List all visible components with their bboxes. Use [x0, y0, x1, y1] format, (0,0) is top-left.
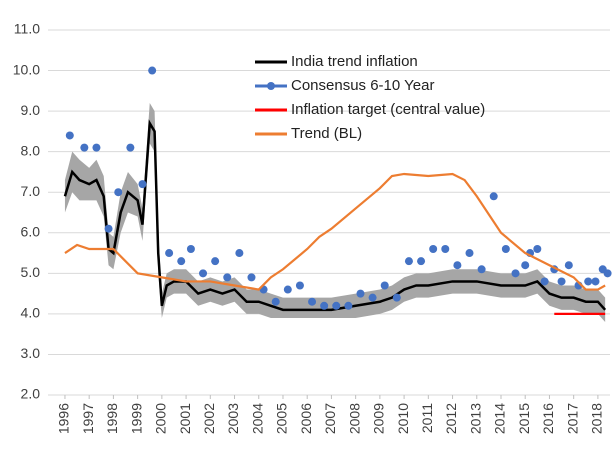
data-point	[199, 269, 208, 278]
data-point	[177, 257, 186, 266]
y-tick-label: 2.0	[21, 386, 41, 402]
data-point	[211, 257, 220, 266]
data-point	[429, 245, 438, 253]
data-point	[557, 277, 566, 286]
data-point	[332, 301, 341, 310]
x-tick-label: 2001	[177, 403, 193, 434]
legend-label: Inflation target (central value)	[291, 101, 485, 118]
data-point	[114, 188, 123, 197]
x-tick-label: 2009	[371, 403, 387, 434]
x-tick-label: 2011	[419, 403, 435, 433]
x-tick-label: 2005	[274, 403, 290, 434]
legend-label: Consensus 6-10 Year	[291, 77, 434, 94]
data-point	[271, 297, 280, 306]
data-point	[247, 273, 256, 282]
y-tick-label: 9.0	[21, 102, 41, 118]
confidence-band	[64, 103, 606, 322]
x-tick-label: 2015	[516, 403, 532, 434]
y-tick-label: 4.0	[21, 305, 41, 321]
data-point	[489, 192, 498, 201]
data-point	[540, 277, 549, 286]
x-tick-label: 2006	[298, 403, 314, 434]
x-tick-label: 1996	[56, 403, 72, 434]
data-point	[320, 301, 329, 310]
x-tick-label: 1998	[104, 403, 120, 434]
y-tick-label: 6.0	[21, 223, 41, 239]
data-point	[477, 265, 486, 274]
data-point	[165, 249, 174, 258]
x-tick-label: 2000	[153, 403, 169, 434]
data-point	[603, 269, 612, 278]
data-point	[584, 277, 593, 286]
x-tick-label: 2014	[492, 403, 508, 434]
x-tick-label: 2018	[589, 403, 605, 434]
x-tick-label: 1997	[80, 403, 96, 434]
data-point	[65, 131, 74, 140]
x-tick-label: 2012	[443, 403, 459, 434]
data-point	[453, 261, 462, 270]
x-tick-label: 2010	[395, 403, 411, 434]
data-point	[138, 180, 147, 189]
legend-label: Trend (BL)	[291, 125, 362, 142]
data-point	[186, 245, 195, 253]
x-tick-label: 2007	[322, 403, 338, 434]
data-point	[308, 297, 317, 306]
legend-label: India trend inflation	[291, 53, 418, 70]
data-point	[511, 269, 520, 278]
data-point	[564, 261, 573, 270]
x-tick-label: 1999	[128, 403, 144, 434]
data-point	[356, 289, 365, 298]
data-point	[283, 285, 292, 294]
data-point	[223, 273, 232, 282]
x-tick-label: 2013	[467, 403, 483, 434]
y-tick-label: 7.0	[21, 183, 41, 199]
data-point	[235, 249, 244, 258]
y-tick-label: 3.0	[21, 345, 41, 361]
x-tick-label: 2008	[346, 403, 362, 434]
data-point	[80, 143, 89, 152]
series-line	[64, 172, 606, 291]
data-point	[501, 245, 510, 253]
y-tick-label: 11.0	[14, 21, 40, 37]
x-tick-label: 2003	[225, 403, 241, 434]
data-point	[404, 257, 413, 266]
data-point	[521, 261, 530, 270]
y-tick-label: 5.0	[21, 264, 41, 280]
y-tick-label: 8.0	[21, 142, 41, 158]
x-tick-label: 2016	[540, 403, 556, 434]
y-tick-label: 10.0	[13, 61, 40, 77]
data-point	[441, 245, 450, 253]
data-point	[380, 281, 389, 290]
series-line	[63, 119, 607, 312]
data-point	[344, 301, 353, 310]
data-point	[126, 143, 135, 152]
data-point	[591, 277, 600, 286]
x-tick-label: 2002	[201, 403, 217, 434]
data-point	[92, 143, 101, 152]
data-point	[368, 293, 377, 302]
data-point	[533, 245, 542, 253]
legend-marker	[267, 82, 275, 90]
x-tick-label: 2004	[249, 403, 265, 434]
data-point	[465, 249, 474, 258]
data-point	[392, 293, 401, 302]
x-tick-label: 2017	[564, 403, 580, 434]
data-point	[295, 281, 304, 290]
data-point	[148, 66, 157, 75]
data-point	[104, 224, 113, 233]
data-point	[417, 257, 426, 266]
